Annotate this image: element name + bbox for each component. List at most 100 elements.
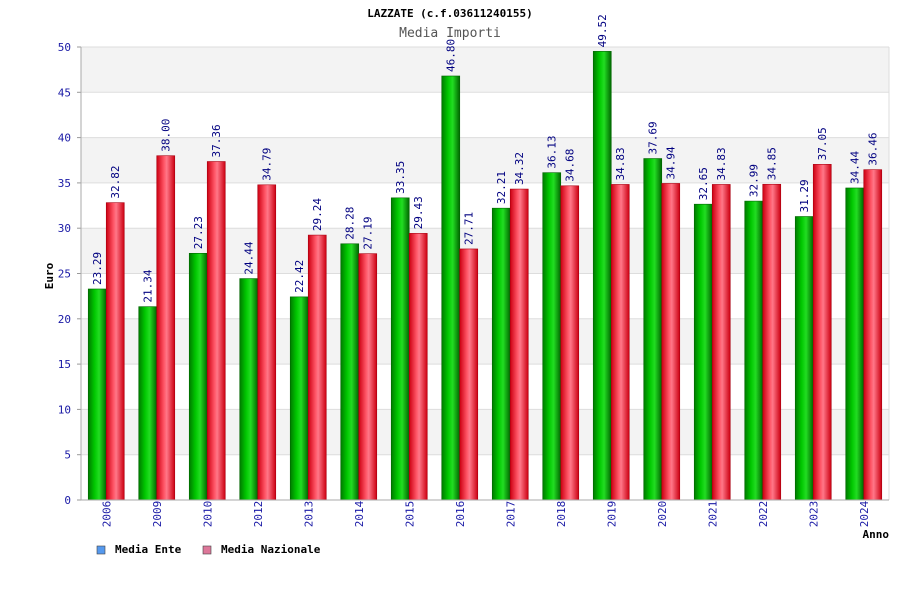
chart-title: LAZZATE (c.f.03611240155): [367, 7, 533, 20]
bar-ente-2020: [643, 158, 663, 501]
y-tick-label: 25: [58, 268, 71, 281]
y-tick-label: 40: [58, 132, 71, 145]
bar-ente-2022: [744, 200, 764, 501]
bar-ente-2016: [441, 75, 461, 501]
bar-ente-2006: [87, 288, 107, 501]
value-label-ente-2019: 49.52: [596, 14, 609, 47]
bar-nazionale-2017: [509, 188, 529, 501]
bar-nazionale-2010: [206, 161, 226, 501]
bar-nazionale-2020: [661, 183, 681, 501]
bar-ente-2014: [340, 243, 360, 501]
bars: [87, 51, 883, 501]
value-label-ente-2016: 46.80: [445, 39, 458, 72]
value-label-ente-2006: 23.29: [91, 252, 104, 285]
value-label-nazionale-2012: 34.79: [261, 148, 274, 181]
value-label-ente-2018: 36.13: [546, 136, 559, 169]
x-tick-label-2019: 2019: [605, 501, 618, 528]
bar-nazionale-2013: [307, 234, 327, 501]
chart-subtitle: Media Importi: [399, 26, 501, 41]
value-label-nazionale-2017: 34.32: [513, 152, 526, 185]
value-label-ente-2009: 21.34: [142, 269, 155, 302]
plot-band: [81, 47, 889, 93]
y-tick-label: 15: [58, 358, 71, 371]
y-tick-label: 30: [58, 222, 71, 235]
bar-nazionale-2022: [762, 183, 782, 501]
bar-nazionale-2009: [156, 155, 176, 501]
x-tick-label-2020: 2020: [656, 501, 669, 528]
value-label-nazionale-2015: 29.43: [412, 196, 425, 229]
bar-ente-2023: [794, 216, 814, 501]
legend-swatch-media-nazionale: [202, 545, 212, 555]
value-label-ente-2020: 37.69: [647, 121, 660, 154]
bar-ente-2013: [289, 296, 309, 501]
value-label-ente-2022: 32.99: [748, 164, 761, 197]
value-label-nazionale-2010: 37.36: [210, 124, 223, 157]
bar-nazionale-2015: [408, 233, 428, 501]
bar-nazionale-2012: [257, 184, 277, 501]
bar-nazionale-2024: [863, 169, 883, 501]
x-tick-label-2013: 2013: [302, 501, 315, 528]
x-tick-label-2012: 2012: [252, 501, 265, 528]
bar-nazionale-2018: [560, 185, 580, 501]
value-label-nazionale-2019: 34.83: [614, 147, 627, 180]
bar-ente-2017: [491, 207, 511, 501]
value-label-nazionale-2018: 34.68: [564, 149, 577, 182]
y-tick-label: 35: [58, 177, 71, 190]
bar-ente-2024: [845, 187, 865, 501]
plot-band: [81, 92, 889, 138]
x-tick-label-2006: 2006: [100, 501, 113, 528]
value-label-ente-2021: 32.65: [697, 167, 710, 200]
value-label-nazionale-2016: 27.71: [463, 212, 476, 245]
value-label-ente-2015: 33.35: [394, 161, 407, 194]
value-label-ente-2017: 32.21: [495, 171, 508, 204]
value-label-nazionale-2006: 32.82: [109, 166, 122, 199]
bar-nazionale-2006: [105, 202, 125, 501]
value-label-ente-2010: 27.23: [192, 216, 205, 249]
value-label-ente-2014: 28.28: [344, 207, 357, 240]
bar-ente-2010: [188, 252, 208, 501]
legend-label-media-nazionale: Media Nazionale: [221, 543, 321, 556]
bar-ente-2009: [138, 306, 158, 501]
x-tick-label-2015: 2015: [403, 501, 416, 528]
x-tick-label-2009: 2009: [151, 501, 164, 528]
value-label-nazionale-2013: 29.24: [311, 198, 324, 231]
bar-nazionale-2014: [358, 253, 378, 501]
value-label-nazionale-2021: 34.83: [715, 147, 728, 180]
x-tick-label-2022: 2022: [757, 501, 770, 528]
x-axis: 2006 2009 2010 2012 2013 2014 2015 2016 2017 2018…: [81, 499, 889, 528]
y-tick-label: 10: [58, 403, 71, 416]
value-label-nazionale-2024: 36.46: [867, 133, 880, 166]
y-axis-title: Euro: [43, 262, 56, 289]
value-label-nazionale-2020: 34.94: [665, 146, 678, 179]
y-tick-label: 5: [64, 449, 71, 462]
y-tick-label: 0: [64, 494, 71, 507]
x-tick-label-2023: 2023: [807, 501, 820, 528]
x-tick-label-2010: 2010: [201, 501, 214, 528]
y-tick-label: 50: [58, 41, 71, 54]
bar-ente-2018: [542, 172, 562, 501]
value-label-ente-2024: 34.44: [849, 150, 862, 183]
x-axis-title: Anno: [863, 528, 890, 541]
value-labels: 23.29 32.82 21.34 38.00 27.23 37.36 24.44 34.79…: [91, 14, 880, 302]
x-tick-label-2024: 2024: [858, 500, 871, 527]
bar-ente-2012: [239, 278, 259, 501]
value-label-ente-2012: 24.44: [243, 241, 256, 274]
legend-swatch-media-ente: [96, 545, 106, 555]
legend-label-media-ente: Media Ente: [115, 543, 182, 556]
value-label-ente-2013: 22.42: [293, 260, 306, 293]
x-tick-label-2014: 2014: [353, 500, 366, 527]
value-label-nazionale-2014: 27.19: [362, 217, 375, 250]
bar-ente-2021: [693, 203, 713, 501]
y-axis: 0 5 10 15 20 25 30 35 40 45 50: [58, 41, 890, 507]
bar-ente-2015: [390, 197, 410, 501]
legend: Media Ente Media Nazionale: [96, 543, 321, 556]
value-label-nazionale-2023: 37.05: [816, 127, 829, 160]
x-tick-label-2018: 2018: [555, 501, 568, 528]
value-label-ente-2023: 31.29: [798, 179, 811, 212]
x-tick-label-2016: 2016: [454, 501, 467, 528]
x-tick-label-2021: 2021: [706, 501, 719, 528]
x-tick-label-2017: 2017: [504, 501, 517, 528]
bar-nazionale-2021: [711, 184, 731, 501]
bar-nazionale-2023: [812, 164, 832, 501]
